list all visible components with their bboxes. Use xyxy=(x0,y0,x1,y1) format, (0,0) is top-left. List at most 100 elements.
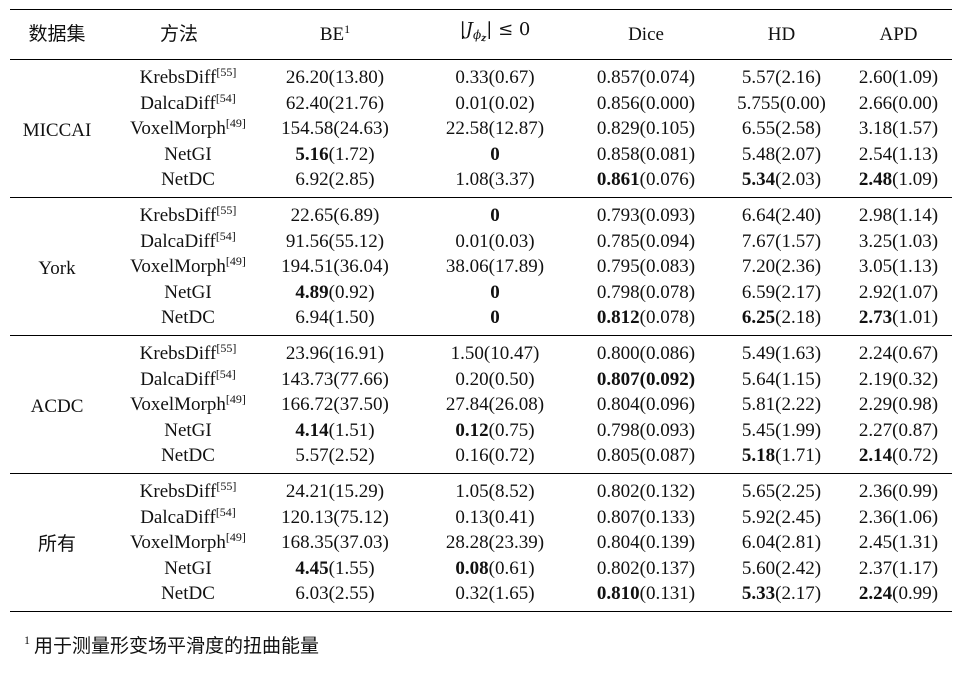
table-row: NetGI 4.14(1.51) 0.12(0.75) 0.798(0.093) 5.4… xyxy=(10,418,952,444)
header-row: 数据集 方法 BE1 |Jϕz| ≤ 0 Dice HD APD xyxy=(10,9,952,60)
hd-std: (2.58) xyxy=(775,118,822,140)
be-std: (75.12) xyxy=(333,506,389,528)
dice-value: 0.812 xyxy=(596,307,640,329)
be-cell: 5.57(2.52) xyxy=(254,443,416,473)
apd-value: 2.73 xyxy=(858,307,893,329)
apd-std: (0.72) xyxy=(892,445,939,467)
jac-value: 38.06 xyxy=(445,256,489,278)
dice-cell: 0.802(0.132) xyxy=(574,473,718,504)
hd-value: 5.18 xyxy=(741,445,776,467)
dice-std: (0.139) xyxy=(639,532,696,554)
apd-value: 2.24 xyxy=(858,583,893,605)
be-std: (6.89) xyxy=(333,204,380,226)
hd-std: (2.17) xyxy=(775,281,822,303)
hd-std: (2.22) xyxy=(775,394,822,416)
dataset-group: ACDC KrebsDiff[55] 23.96(16.91) 1.50(10.47)… xyxy=(10,335,952,474)
jac-cell: 0.13(0.41) xyxy=(416,505,574,531)
table-row: VoxelMorph[49] 154.58(24.63) 22.58(12.87) 0… xyxy=(10,116,952,142)
be-cell: 120.13(75.12) xyxy=(254,505,416,531)
hd-cell: 5.92(2.45) xyxy=(718,505,845,531)
dataset-name: MICCAI xyxy=(22,120,92,142)
be-cell: 4.45(1.55) xyxy=(254,556,416,582)
table-row: VoxelMorph[49] 168.35(37.03) 28.28(23.39) 0… xyxy=(10,530,952,556)
apd-cell: 2.48(1.09) xyxy=(845,167,952,197)
be-cell: 166.72(37.50) xyxy=(254,392,416,418)
hd-cell: 7.20(2.36) xyxy=(718,254,845,280)
method-cell: NetGI xyxy=(104,280,254,306)
jac-cell: 27.84(26.08) xyxy=(416,392,574,418)
header-hd: HD xyxy=(767,23,796,45)
dice-value: 0.810 xyxy=(596,583,640,605)
dice-std: (0.078) xyxy=(639,281,696,303)
be-value: 166.72 xyxy=(281,394,334,416)
dice-value: 0.798 xyxy=(596,419,640,441)
dice-std: (0.086) xyxy=(639,342,696,364)
be-cell: 24.21(15.29) xyxy=(254,473,416,504)
apd-std: (1.14) xyxy=(892,204,939,226)
method-cell: NetGI xyxy=(104,556,254,582)
table-footnote: 1 用于测量形变场平滑度的扭曲能量 xyxy=(24,634,319,660)
jac-std: (0.50) xyxy=(488,368,535,390)
be-value: 23.96 xyxy=(285,342,329,364)
apd-std: (1.01) xyxy=(892,307,939,329)
table-row: NetDC 6.94(1.50) 0 0.812(0.078) 6.25(2.18) 2.… xyxy=(10,305,952,335)
jac-value: 1.08 xyxy=(455,169,489,191)
jac-cell: 22.58(12.87) xyxy=(416,116,574,142)
dice-cell: 0.805(0.087) xyxy=(574,443,718,473)
hd-cell: 5.81(2.22) xyxy=(718,392,845,418)
method-citation: [49] xyxy=(225,254,246,269)
jac-cell: 1.50(10.47) xyxy=(416,335,574,366)
apd-value: 2.36 xyxy=(858,480,893,502)
hd-cell: 5.65(2.25) xyxy=(718,473,845,504)
method-name: NetGI xyxy=(164,143,212,165)
dice-cell: 0.807(0.133) xyxy=(574,505,718,531)
table-row: VoxelMorph[49] 166.72(37.50) 27.84(26.08) 0… xyxy=(10,392,952,418)
be-value: 26.20 xyxy=(285,67,329,88)
jac-cell: 28.28(23.39) xyxy=(416,530,574,556)
hd-value: 5.64 xyxy=(741,368,776,390)
be-cell: 194.51(36.04) xyxy=(254,254,416,280)
method-cell: VoxelMorph[49] xyxy=(104,254,254,280)
jac-cell: 0 xyxy=(416,305,574,335)
be-std: (36.04) xyxy=(333,256,389,278)
apd-value: 2.66 xyxy=(858,92,893,114)
apd-value: 3.05 xyxy=(858,256,893,278)
method-citation: [55] xyxy=(216,202,237,217)
dice-cell: 0.804(0.139) xyxy=(574,530,718,556)
dice-cell: 0.861(0.076) xyxy=(574,167,718,197)
dice-value: 0.802 xyxy=(596,557,640,579)
dice-cell: 0.795(0.083) xyxy=(574,254,718,280)
method-name: KrebsDiff xyxy=(139,342,217,364)
dice-value: 0.785 xyxy=(596,230,640,252)
table-row: NetDC 6.03(2.55) 0.32(1.65) 0.810(0.131) 5.3… xyxy=(10,581,952,611)
be-std: (0.92) xyxy=(328,281,375,303)
hd-value: 5.92 xyxy=(741,506,776,528)
header-be-label: BE xyxy=(319,23,345,45)
dice-std: (0.078) xyxy=(639,307,696,329)
header-jacobian: |Jϕz| ≤ 0 xyxy=(416,10,574,60)
method-name: VoxelMorph xyxy=(130,532,226,554)
apd-value: 2.48 xyxy=(858,169,893,191)
hd-std: (2.36) xyxy=(775,256,822,278)
jac-std: (0.67) xyxy=(488,67,535,88)
apd-cell: 3.25(1.03) xyxy=(845,229,952,255)
method-name: NetDC xyxy=(161,169,215,191)
be-cell: 6.92(2.85) xyxy=(254,167,416,197)
hd-value: 5.48 xyxy=(741,143,776,165)
be-value: 120.13 xyxy=(281,506,334,528)
dice-value: 0.807 xyxy=(596,506,640,528)
hd-cell: 5.45(1.99) xyxy=(718,418,845,444)
table-row: NetGI 4.89(0.92) 0 0.798(0.078) 6.59(2.17) 2.… xyxy=(10,280,952,306)
jac-value: 0.12 xyxy=(455,419,489,441)
dice-std: (0.081) xyxy=(639,143,696,165)
hd-cell: 5.48(2.07) xyxy=(718,142,845,168)
apd-value: 2.60 xyxy=(858,67,893,88)
method-cell: NetGI xyxy=(104,142,254,168)
jac-cell: 0.01(0.02) xyxy=(416,91,574,117)
apd-value: 2.37 xyxy=(858,557,893,579)
jac-cell: 0.32(1.65) xyxy=(416,581,574,611)
method-name: KrebsDiff xyxy=(139,204,217,226)
jac-value: 1.50 xyxy=(450,342,484,364)
table-row: DalcaDiff[54] 120.13(75.12) 0.13(0.41) 0.80… xyxy=(10,505,952,531)
dice-value: 0.793 xyxy=(596,204,640,226)
